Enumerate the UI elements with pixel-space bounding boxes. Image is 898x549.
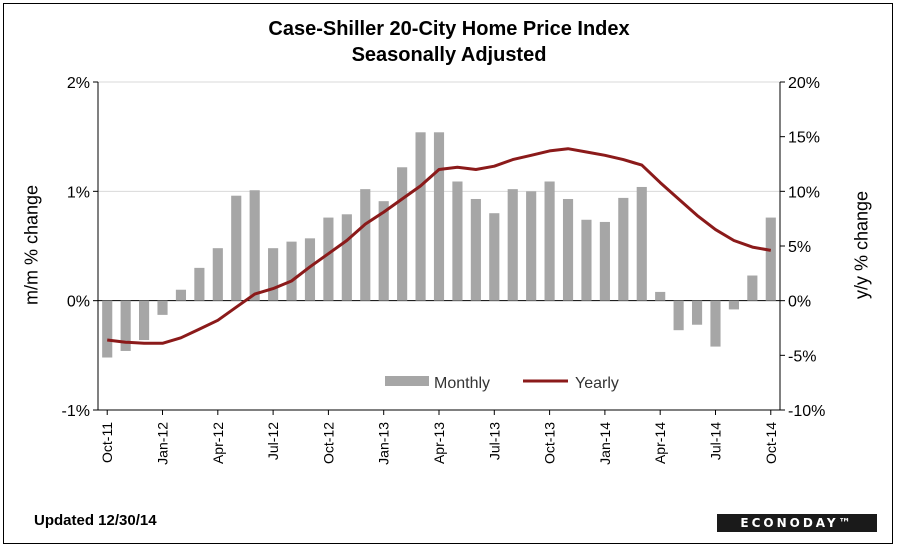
- x-tick-label: Jul-13: [486, 422, 502, 460]
- chart-subtitle: Seasonally Adjusted: [351, 44, 547, 66]
- x-tick-label: Apr-13: [431, 422, 447, 464]
- bar: [728, 300, 739, 310]
- x-tick-label: Oct-13: [542, 422, 558, 464]
- yearly-line: [107, 147, 772, 345]
- bar: [544, 181, 555, 301]
- left-tick-label: 0%: [67, 294, 90, 311]
- bar: [673, 300, 684, 331]
- bar: [562, 198, 574, 301]
- right-tick-label: -10%: [788, 403, 825, 420]
- bar: [470, 198, 481, 301]
- right-tick-label: 20%: [788, 75, 820, 92]
- bar: [194, 267, 205, 301]
- bar: [710, 300, 721, 347]
- bar: [249, 190, 260, 301]
- bar: [765, 217, 776, 301]
- bar: [507, 189, 518, 301]
- bar: [304, 238, 316, 301]
- x-tick-label: Jan-14: [597, 422, 613, 465]
- right-tick-label: 0%: [788, 294, 811, 311]
- left-tick-label: 1%: [67, 184, 90, 201]
- bar: [397, 167, 408, 301]
- x-tick-label: Oct-14: [763, 422, 779, 464]
- x-tick-label: Jul-14: [707, 422, 723, 460]
- bar: [691, 300, 703, 325]
- bar: [415, 132, 426, 301]
- bar: [268, 248, 279, 301]
- bar: [286, 241, 297, 301]
- legend-label-monthly: Monthly: [434, 375, 490, 392]
- bar: [618, 197, 629, 301]
- bar: [120, 300, 131, 351]
- bar: [323, 217, 334, 301]
- x-tick-label: Oct-12: [320, 422, 336, 464]
- x-tick-label: Apr-14: [652, 422, 668, 464]
- x-tick-label: Jan-12: [155, 422, 171, 465]
- econoday-logo: ECONODAY™: [717, 514, 877, 532]
- bar: [378, 201, 389, 301]
- legend-swatch-monthly: [385, 376, 429, 386]
- left-tick-label: 2%: [67, 75, 90, 92]
- bar: [175, 289, 187, 301]
- bar: [212, 248, 223, 301]
- x-tick-label: Oct-11: [99, 422, 115, 463]
- left-tick-label: -1%: [62, 403, 90, 420]
- bar: [452, 181, 463, 301]
- bar: [599, 221, 610, 301]
- x-tick-label: Jan-13: [376, 422, 392, 465]
- updated-note: Updated 12/30/14: [34, 512, 157, 529]
- bar: [341, 214, 352, 301]
- bar: [231, 195, 242, 301]
- x-tick-label: Apr-12: [210, 422, 226, 464]
- chart-frame: [3, 3, 893, 544]
- bar: [747, 275, 758, 301]
- right-tick-label: -5%: [788, 348, 816, 365]
- bar: [636, 186, 647, 301]
- bar: [139, 300, 150, 341]
- right-tick-label: 10%: [788, 184, 820, 201]
- right-tick-label: 5%: [788, 239, 811, 256]
- bar: [360, 189, 371, 301]
- x-tick-label: Jul-12: [265, 422, 281, 460]
- bar: [157, 300, 168, 315]
- bar: [581, 219, 592, 301]
- bar: [102, 300, 113, 358]
- bar: [526, 191, 537, 301]
- legend-label-yearly: Yearly: [575, 375, 619, 392]
- bar: [655, 291, 666, 301]
- bar: [433, 132, 445, 301]
- chart-title: Case-Shiller 20-City Home Price Index: [268, 18, 630, 40]
- bar: [489, 213, 500, 301]
- right-tick-label: 15%: [788, 130, 820, 147]
